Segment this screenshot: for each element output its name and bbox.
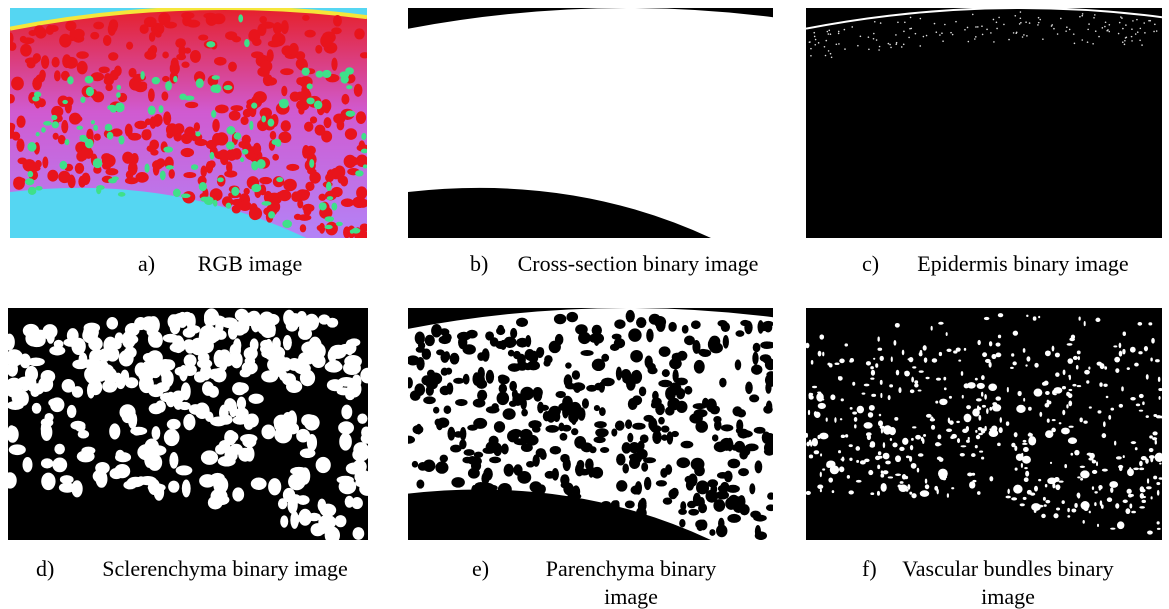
caption-text: RGB image (197, 251, 303, 276)
caption-letter: b) (470, 251, 489, 276)
caption-letter: f) (862, 556, 877, 581)
panel-image (408, 308, 773, 540)
panel-image (10, 8, 367, 238)
panel-image (806, 8, 1162, 238)
caption-text: Epidermis binary image (917, 251, 1129, 276)
panel-image (8, 308, 368, 540)
caption-letter: e) (472, 556, 490, 581)
caption-letter: c) (862, 251, 880, 276)
caption-text: Vascular bundles binary image (902, 556, 1114, 609)
caption-letter: a) (138, 251, 156, 276)
caption-text: Parenchyma binary image (545, 556, 717, 609)
caption-text: Sclerenchyma binary image (102, 556, 348, 581)
caption-letter: d) (36, 556, 55, 581)
panel-image (408, 8, 773, 238)
caption-text: Cross-section binary image (517, 251, 759, 276)
panel-image (806, 308, 1162, 540)
